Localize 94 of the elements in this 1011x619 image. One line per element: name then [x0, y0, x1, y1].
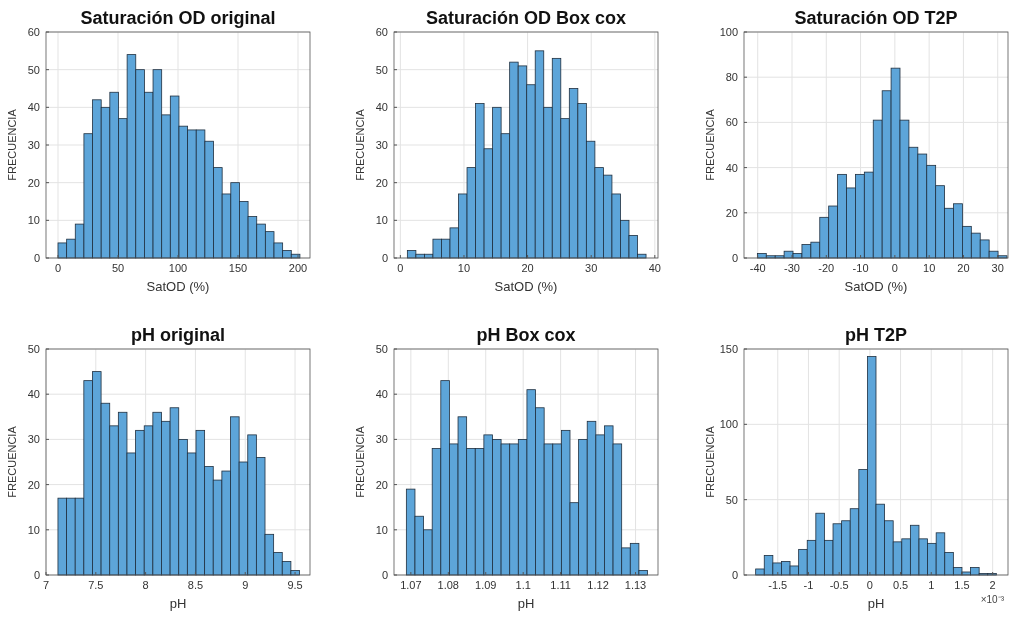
x-tick-label: 1	[928, 579, 935, 591]
x-tick-label: 1.07	[400, 579, 422, 591]
x-tick-label: 1.1	[515, 579, 531, 591]
x-tick-label: 1.08	[437, 579, 460, 591]
chart-title: Saturación OD Box cox	[425, 8, 627, 28]
y-tick-label: 10	[375, 214, 388, 227]
x-tick-label: 0	[397, 262, 404, 274]
x-tick-label: -40	[749, 262, 766, 274]
x-tick-label: 1.5	[954, 579, 970, 591]
x-tick-label: 20	[521, 262, 534, 274]
chart-title: pH Box cox	[476, 325, 576, 345]
x-tick-label: -10	[852, 262, 869, 274]
x-axis-title: SatOD (%)	[146, 279, 210, 294]
y-tick-label: 50	[27, 343, 40, 355]
y-tick-label: 60	[375, 26, 388, 38]
x-tick-label: 1.12	[587, 579, 609, 591]
x-tick-label: -1.5	[768, 579, 788, 591]
y-tick-label: 30	[375, 433, 388, 446]
y-tick-label: 60	[27, 26, 40, 38]
y-tick-label: 50	[375, 63, 388, 76]
chart-title: pH T2P	[844, 325, 908, 345]
x-tick-label: 30	[991, 262, 1004, 274]
x-tick-label: 150	[228, 262, 248, 274]
x-tick-label: 0	[866, 579, 873, 591]
y-tick-label: 0	[731, 252, 738, 264]
chart-title: Saturación OD T2P	[794, 8, 958, 28]
x-tick-label: -20	[818, 262, 835, 274]
x-tick-label: 9.5	[287, 579, 303, 591]
x-tick-label: 7	[42, 579, 50, 591]
y-tick-label: 100	[719, 418, 738, 431]
y-tick-label: 0	[381, 569, 388, 581]
y-axis-title: FRECUENCIA	[354, 108, 366, 181]
x-tick-label: 10	[457, 262, 471, 274]
y-axis-title: FRECUENCIA	[704, 425, 716, 498]
y-tick-label: 40	[27, 101, 40, 114]
x-axis-title: SatOD (%)	[844, 279, 908, 294]
x-tick-label: 1.11	[550, 579, 571, 591]
x-axis-title: pH	[517, 596, 535, 611]
x-tick-label: 0	[54, 262, 62, 274]
x-tick-label: 9	[242, 579, 249, 591]
y-tick-label: 0	[731, 569, 738, 581]
x-tick-label: 8	[142, 579, 149, 591]
y-tick-label: 20	[725, 206, 738, 219]
y-tick-label: 30	[375, 139, 388, 151]
x-tick-label: -0.5	[829, 579, 849, 591]
y-tick-label: 20	[375, 176, 388, 189]
y-tick-label: 20	[27, 478, 40, 491]
y-tick-label: 40	[375, 388, 388, 401]
y-tick-label: 20	[27, 176, 40, 189]
y-tick-label: 0	[33, 252, 40, 264]
y-tick-label: 10	[27, 214, 40, 227]
y-tick-label: 0	[381, 252, 388, 264]
x-tick-label: 100	[168, 262, 188, 274]
x-tick-label: 2	[989, 579, 996, 591]
text: ×10⁻³	[980, 594, 1005, 605]
x-axis-title: pH	[169, 596, 187, 611]
x-tick-label: 20	[957, 262, 970, 274]
y-tick-label: 50	[725, 493, 738, 506]
x-tick-label: 0.5	[892, 579, 909, 591]
y-tick-label: 40	[375, 101, 388, 114]
x-axis-title: SatOD (%)	[494, 279, 558, 294]
y-tick-label: 50	[375, 343, 388, 355]
x-tick-label: 0	[891, 262, 898, 274]
chart-title: pH original	[131, 325, 225, 345]
x-tick-label: 200	[288, 262, 308, 274]
y-tick-label: 10	[375, 523, 388, 536]
y-axis-title: FRECUENCIA	[354, 425, 366, 498]
x-tick-label: 7.5	[88, 579, 104, 591]
x-tick-label: 50	[111, 262, 125, 274]
chart-title: Saturación OD original	[80, 8, 276, 28]
x-tick-label: 40	[648, 262, 661, 274]
y-tick-label: 150	[719, 343, 738, 355]
x-tick-label: -30	[784, 262, 800, 274]
y-tick-label: 30	[27, 433, 40, 446]
y-tick-label: 10	[27, 523, 40, 536]
y-axis-title: FRECUENCIA	[6, 108, 18, 181]
x-tick-label: 8.5	[187, 579, 204, 591]
y-tick-label: 20	[375, 478, 388, 491]
x-tick-label: 1.09	[475, 579, 497, 591]
y-tick-label: 50	[27, 63, 40, 76]
x-tick-label: 10	[923, 262, 936, 274]
y-tick-label: 0	[33, 569, 40, 581]
x-tick-label: -1	[803, 579, 814, 591]
y-tick-label: 80	[725, 71, 738, 84]
y-tick-label: 40	[27, 388, 40, 401]
y-axis-title: FRECUENCIA	[704, 108, 716, 181]
x-tick-label: 1.13	[624, 579, 647, 591]
y-tick-label: 60	[725, 116, 738, 129]
y-axis-title: FRECUENCIA	[6, 425, 18, 498]
y-tick-label: 40	[725, 161, 738, 174]
x-axis-title: pH	[867, 596, 885, 611]
y-tick-label: 30	[27, 139, 40, 151]
y-tick-label: 100	[719, 26, 738, 38]
x-tick-label: 30	[585, 262, 598, 274]
